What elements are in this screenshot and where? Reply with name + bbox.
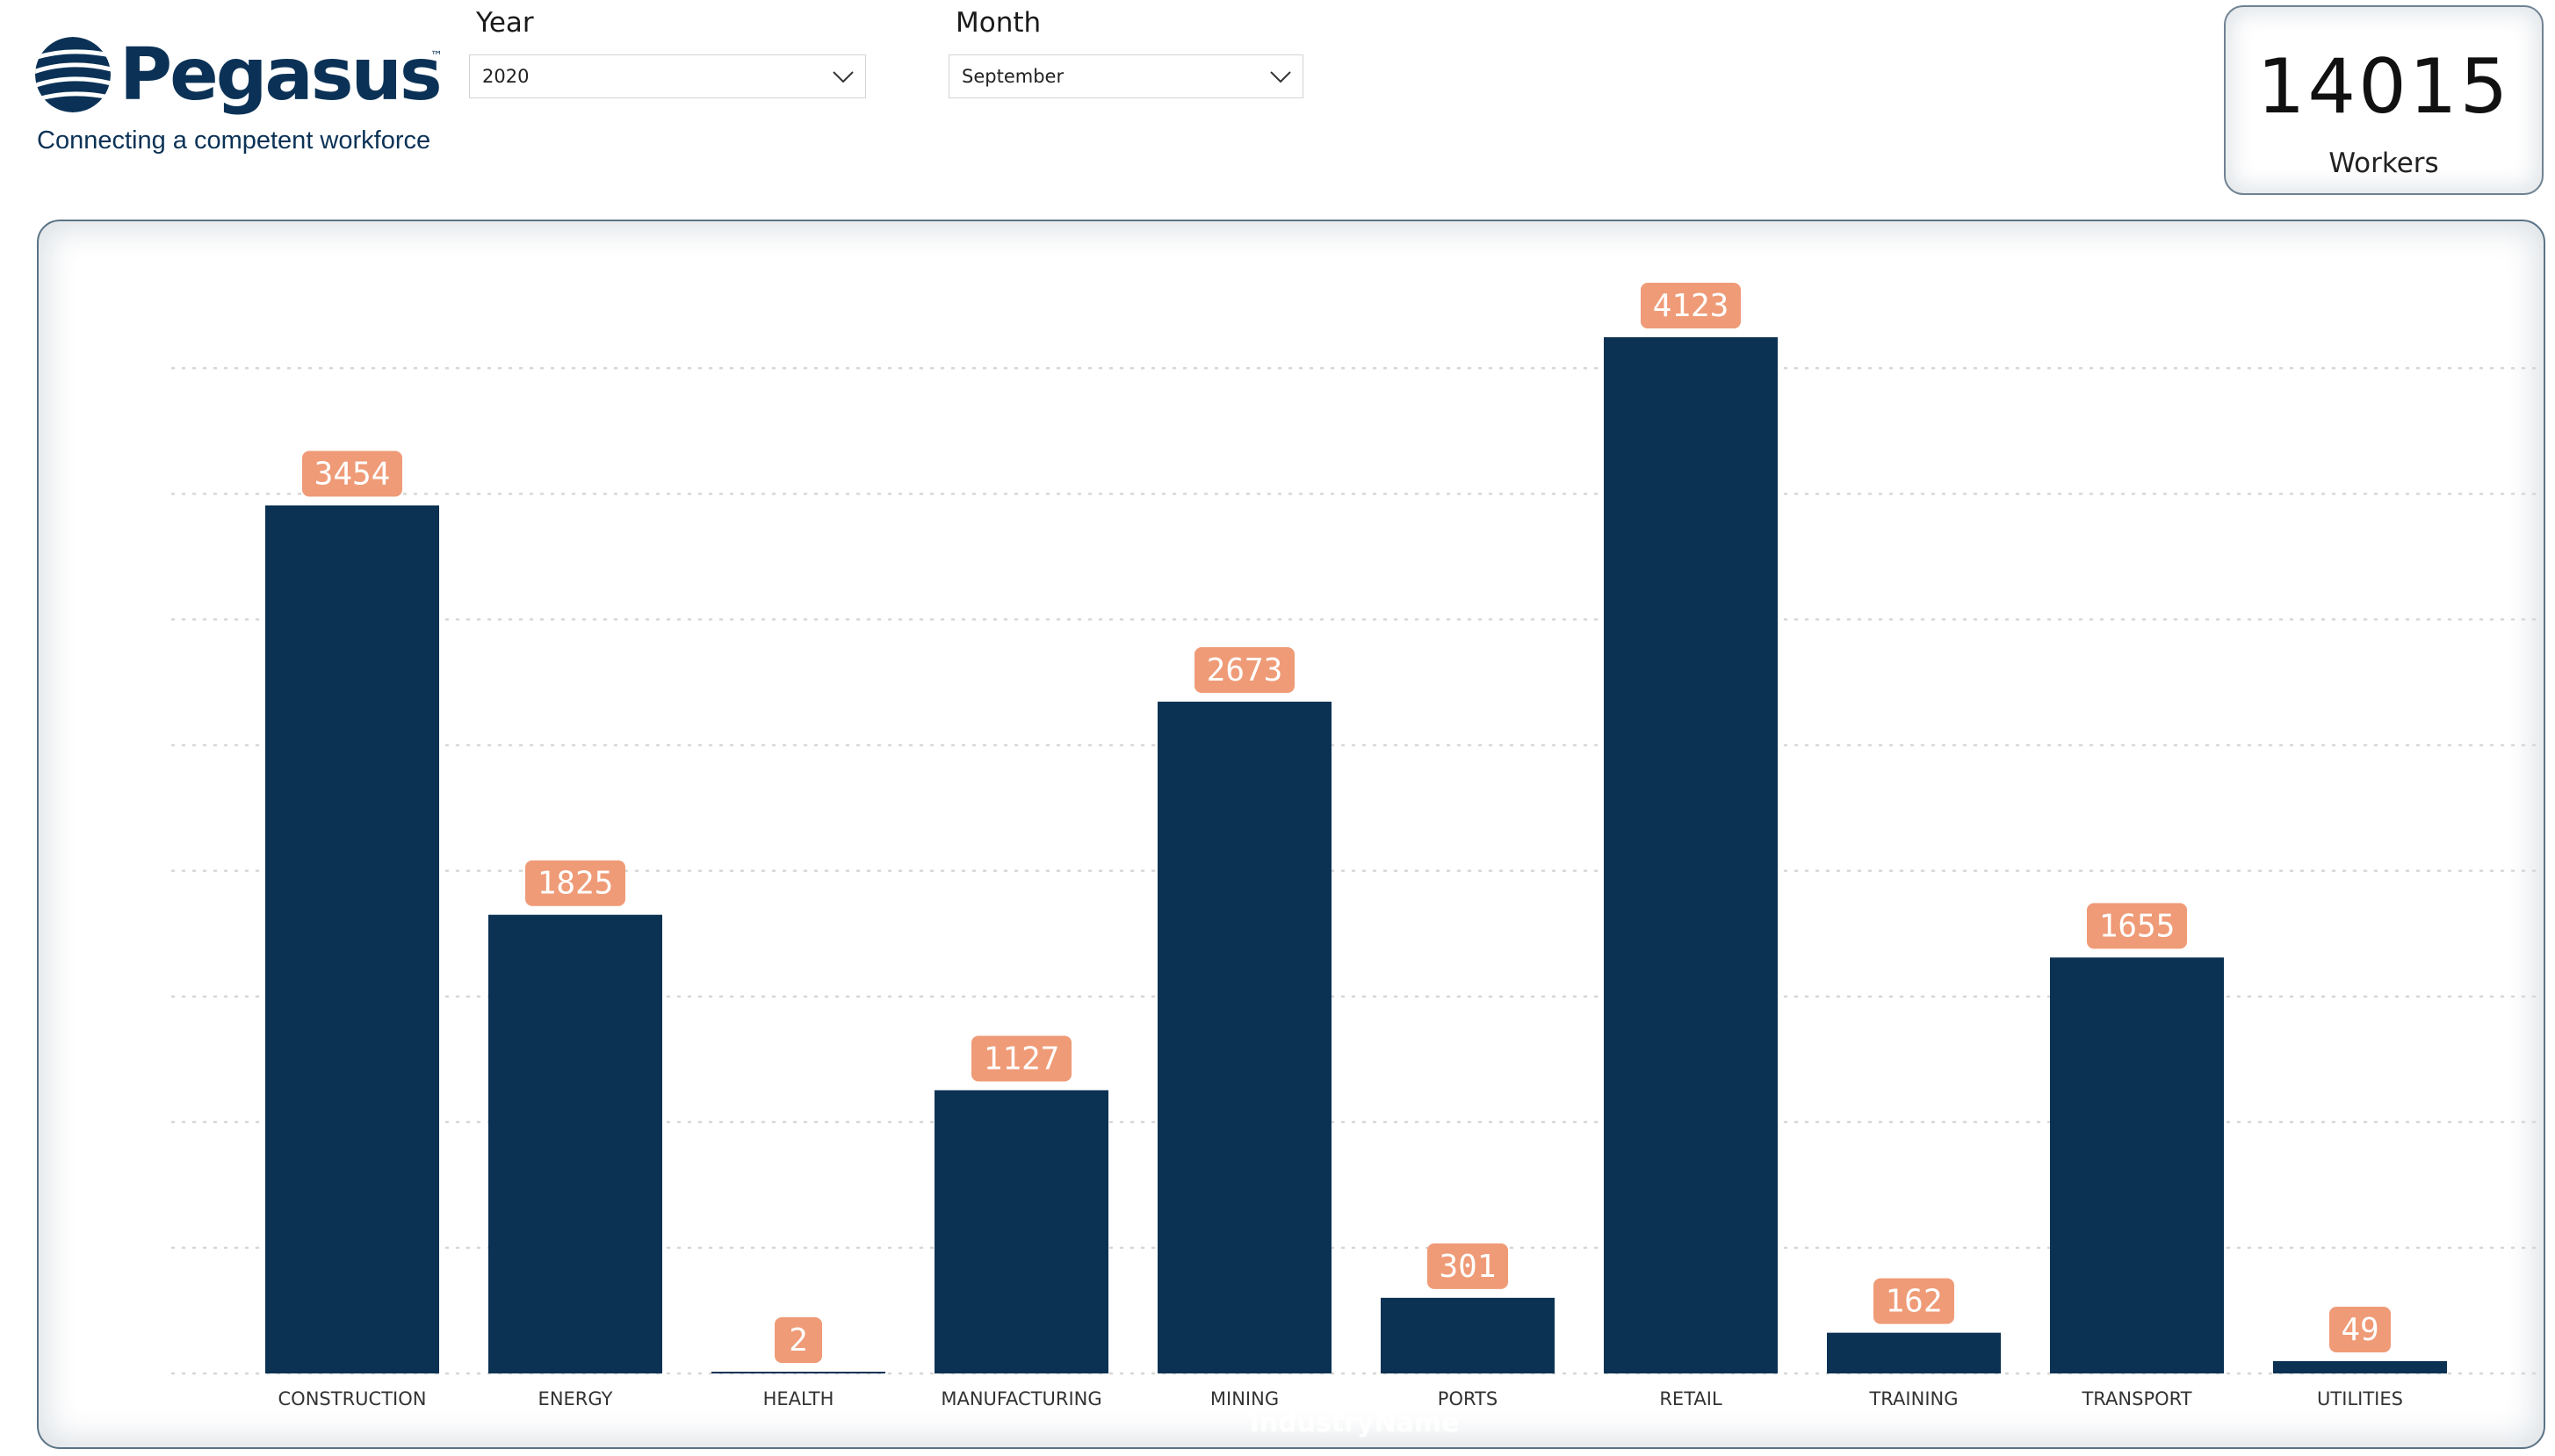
bar-mining[interactable] bbox=[1158, 702, 1332, 1373]
data-label-construction: 3454 bbox=[314, 456, 391, 492]
brand-name: Pegasus bbox=[119, 33, 443, 117]
bar-construction[interactable] bbox=[265, 505, 439, 1373]
category-label-manufacturing: MANUFACTURING bbox=[941, 1388, 1101, 1409]
data-label-bg-mining bbox=[1194, 647, 1295, 694]
kpi-label: Workers bbox=[2328, 148, 2439, 179]
category-label-ports: PORTS bbox=[1438, 1388, 1498, 1409]
bar-retail[interactable] bbox=[1604, 337, 1778, 1374]
bar-ports[interactable] bbox=[1381, 1297, 1555, 1373]
workers-by-industry-chart[interactable]: 3454 1825 2 1127 2673 301 4123 162 1655 49 CONSTR… bbox=[37, 220, 2545, 1449]
category-label-utilities: UTILITIES bbox=[2317, 1388, 2403, 1409]
data-label-ports: 301 bbox=[1439, 1249, 1496, 1285]
month-dropdown[interactable]: September bbox=[949, 54, 1303, 98]
gridlines bbox=[170, 366, 2537, 1375]
kpi-value: 14015 bbox=[2256, 43, 2511, 131]
data-label-bg-energy bbox=[525, 860, 625, 906]
data-label-bg-retail bbox=[1641, 283, 1741, 329]
trademark-mark: ™ bbox=[430, 49, 443, 63]
chevron-down-icon bbox=[1270, 71, 1291, 83]
data-label-manufacturing: 1127 bbox=[984, 1041, 1060, 1077]
data-label-utilities: 49 bbox=[2341, 1312, 2378, 1348]
category-label-training: TRAINING bbox=[1868, 1388, 1958, 1409]
bar-chart-svg: 3454 1825 2 1127 2673 301 4123 162 1655 49 CONSTR… bbox=[170, 283, 2537, 1438]
workers-kpi-card[interactable]: 14015 Workers bbox=[2224, 5, 2544, 195]
year-dropdown[interactable]: 2020 bbox=[469, 54, 866, 98]
category-label-health: HEALTH bbox=[763, 1388, 834, 1409]
bars bbox=[265, 337, 2447, 1374]
year-dropdown-value: 2020 bbox=[482, 66, 530, 87]
bar-health[interactable] bbox=[711, 1372, 885, 1373]
data-label-bg-health bbox=[775, 1317, 822, 1363]
data-label-bg-training bbox=[1873, 1278, 1954, 1324]
month-dropdown-value: September bbox=[962, 66, 1065, 87]
month-slicer-label: Month bbox=[956, 7, 1042, 39]
brand-tagline: Connecting a competent workforce bbox=[37, 126, 431, 155]
year-slicer-label: Year bbox=[476, 7, 534, 39]
pegasus-logo: Pegasus ™ Connecting a competent workfor… bbox=[33, 32, 443, 163]
data-label-bg-manufacturing bbox=[971, 1035, 1072, 1082]
x-axis-title: IndustryName bbox=[1250, 1408, 1460, 1438]
data-label-bg-construction bbox=[302, 450, 402, 497]
data-label-bg-ports bbox=[1427, 1243, 1508, 1289]
bar-energy[interactable] bbox=[488, 914, 662, 1373]
bar-utilities[interactable] bbox=[2273, 1360, 2447, 1373]
data-label-mining: 2673 bbox=[1207, 652, 1283, 688]
chevron-down-icon bbox=[833, 71, 854, 83]
category-label-mining: MINING bbox=[1210, 1388, 1279, 1409]
bar-training[interactable] bbox=[1827, 1332, 2001, 1373]
data-label-retail: 4123 bbox=[1653, 288, 1729, 324]
data-label-bg-transport bbox=[2087, 903, 2187, 949]
globe-icon bbox=[35, 37, 111, 112]
bar-transport[interactable] bbox=[2050, 957, 2224, 1373]
category-label-retail: RETAIL bbox=[1659, 1388, 1722, 1409]
category-labels: CONSTRUCTION ENERGY HEALTH MANUFACTURING MIN… bbox=[278, 1388, 2403, 1409]
data-label-training: 162 bbox=[1885, 1284, 1942, 1320]
data-label-bg-utilities bbox=[2329, 1306, 2391, 1352]
category-label-transport: TRANSPORT bbox=[2081, 1388, 2191, 1409]
data-labels: 3454 1825 2 1127 2673 301 4123 162 1655 49 bbox=[302, 283, 2391, 1363]
data-label-health: 2 bbox=[789, 1323, 808, 1359]
category-label-energy: ENERGY bbox=[538, 1388, 613, 1409]
data-label-transport: 1655 bbox=[2099, 908, 2176, 944]
bar-manufacturing[interactable] bbox=[935, 1090, 1108, 1373]
data-label-energy: 1825 bbox=[538, 866, 614, 902]
category-label-construction: CONSTRUCTION bbox=[278, 1388, 427, 1409]
